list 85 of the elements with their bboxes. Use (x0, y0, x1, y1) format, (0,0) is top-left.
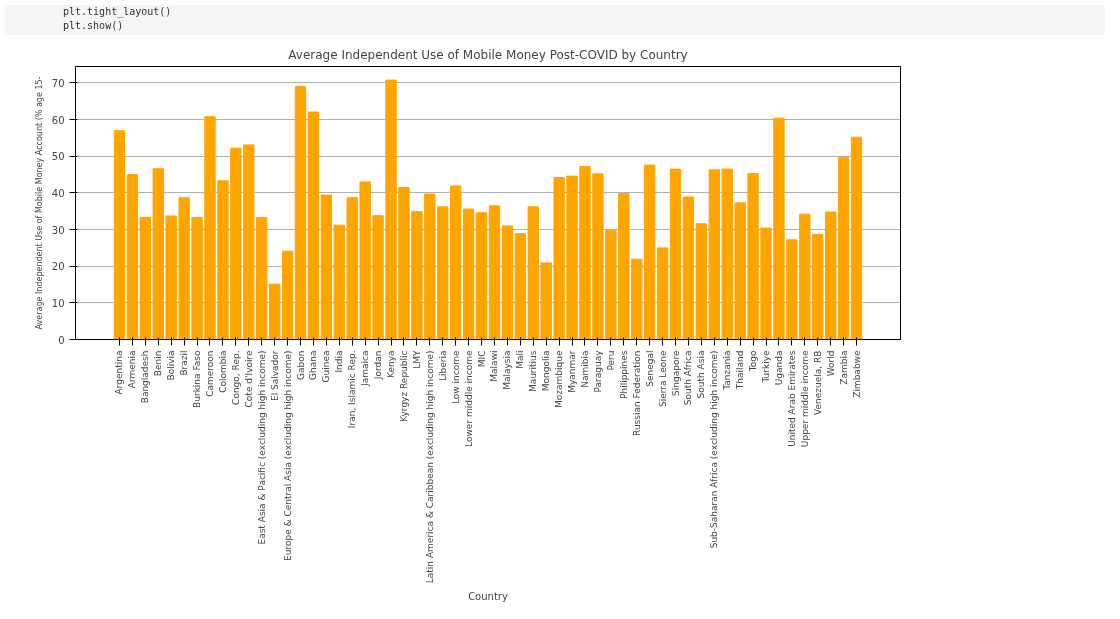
x-tick-label: LMY (411, 350, 422, 369)
bar (462, 208, 475, 340)
bar (294, 86, 307, 340)
x-tick-label: Colombia (217, 350, 228, 393)
x-tick-label: Russian Federation (631, 350, 642, 436)
x-tick-label: Iran, Islamic Rep. (347, 350, 358, 429)
x-tick-label: Liberia (437, 350, 448, 381)
x-tick-label: Zimbabwe (851, 350, 862, 398)
x-tick-label: Bolivia (166, 350, 177, 381)
y-axis-title: Average Independent Use of Mobile Money Account (% age 15- (34, 76, 44, 330)
x-tick-label: Venezuela, RB (812, 350, 823, 415)
x-tick-label: Upper middle income (799, 350, 810, 448)
x-tick-label: Jordan (373, 350, 384, 381)
bar (281, 250, 294, 340)
x-tick-label: Lower middle income (463, 350, 474, 447)
bar (126, 174, 139, 340)
text: plt.show() (63, 20, 124, 32)
x-tick-label: Kyrgyz Republic (398, 350, 409, 422)
x-tick-label: Armenia (127, 350, 138, 389)
bar (307, 111, 320, 340)
x-tick-label: Malawi (489, 350, 500, 382)
x-tick-label: Senegal (644, 350, 655, 387)
x-tick-label: Bangladesh (140, 350, 151, 404)
y-tick-label: 60 (51, 114, 65, 126)
bar (850, 136, 863, 340)
y-tick-label: 10 (51, 297, 65, 309)
x-tick-label: Zambia (838, 350, 849, 385)
x-tick-label: Uganda (773, 350, 784, 386)
x-tick-label: Mali (515, 350, 526, 369)
y-tick-label: 30 (51, 224, 65, 236)
x-tick-label: Turkiye (761, 350, 772, 384)
bar (837, 156, 850, 340)
text: plt.tight_layout() (63, 6, 172, 17)
x-tick-label: Cameroon (204, 350, 215, 397)
x-tick-label: Malaysia (502, 350, 513, 390)
x-tick-label: Guinea (321, 350, 332, 383)
x-tick-label: India (334, 350, 345, 373)
x-tick-label: Benin (153, 350, 164, 377)
bar (488, 205, 501, 340)
x-tick-label: Paraguay (592, 349, 603, 393)
x-tick-label: Tanzania (722, 350, 733, 391)
chart-title: Average Independent Use of Mobile Money Post-COVID by Country (288, 47, 688, 62)
x-tick-label: Congo, Rep. (230, 350, 241, 405)
x-tick-label: Mongolia (541, 350, 552, 392)
bar (475, 212, 488, 340)
x-tick-label: Singapore (670, 350, 681, 396)
x-tick-label: Myanmar (567, 350, 578, 393)
x-tick-label: Argentina (114, 350, 125, 395)
x-tick-label: Sub-Saharan Africa (excluding high income) (709, 350, 720, 549)
x-tick-label: Philippines (618, 350, 629, 399)
x-tick-label: Jamaica (360, 350, 371, 387)
x-tick-label: Mozambique (554, 350, 565, 408)
x-tick-label: Kenya (386, 350, 397, 379)
bar (501, 225, 514, 340)
bar (656, 247, 669, 340)
x-tick-label: Burkina Faso (192, 350, 203, 408)
x-tick-label: United Arab Emirates (786, 350, 797, 447)
y-tick-label: 40 (51, 187, 65, 199)
x-tick-label: Togo (748, 350, 759, 373)
x-tick-label: Gabon (295, 350, 306, 380)
bar (669, 168, 682, 340)
x-tick-label: Mauritius (528, 350, 539, 393)
x-tick-label: MIC (476, 350, 487, 368)
x-tick-label: Latin America & Caribbean (excluding high income) (424, 350, 435, 584)
x-tick-label: Namibia (579, 350, 590, 388)
x-tick-label: World (825, 350, 836, 377)
y-tick-label: 0 (58, 334, 65, 346)
y-tick-label: 50 (51, 151, 65, 163)
x-tick-label: El Salvador (269, 350, 280, 402)
x-tick-label: Peru (605, 350, 616, 371)
x-tick-label: Ghana (308, 350, 319, 380)
bar (682, 196, 695, 340)
x-tick-label: Europe & Central Asia (excluding high income) (282, 350, 293, 561)
bar (113, 130, 126, 340)
x-tick-label: South Asia (696, 350, 707, 399)
x-tick-label: Brazil (179, 350, 190, 376)
x-tick-label: Cote d'Ivoire (243, 350, 254, 408)
x-axis-title: Country (468, 591, 508, 603)
y-tick-label: 70 (51, 77, 65, 89)
y-tick-label: 20 (51, 261, 65, 273)
x-tick-label: Low income (450, 350, 461, 405)
x-tick-label: Sierra Leone (657, 350, 668, 408)
x-tick-label: Thailand (735, 350, 746, 391)
x-tick-label: East Asia & Pacific (excluding high income) (256, 350, 267, 545)
x-tick-label: South Africa (683, 350, 694, 406)
